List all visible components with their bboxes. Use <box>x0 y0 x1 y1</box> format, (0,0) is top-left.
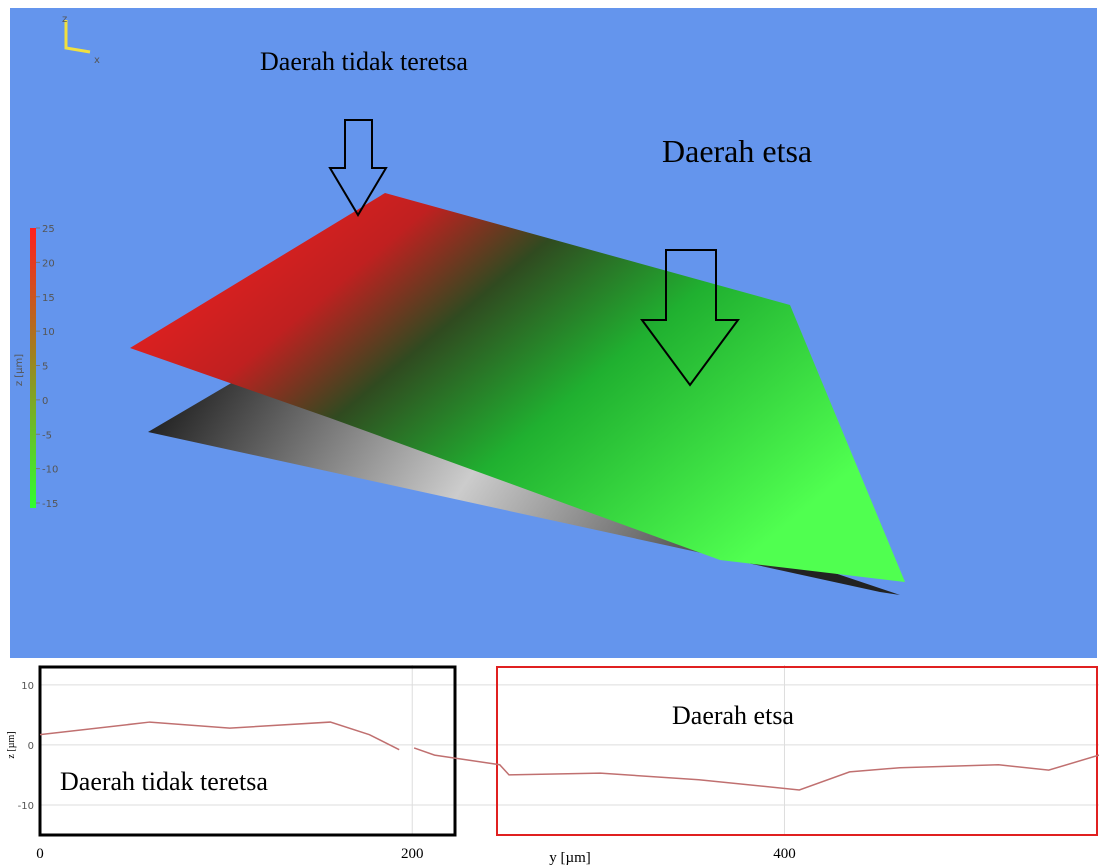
figure: Daerah tidak teretsa Daerah etsa z x z [… <box>0 0 1099 867</box>
colorbar-tick-label: -15 <box>42 499 58 510</box>
colorbar-tick-label: 10 <box>42 327 55 338</box>
colorbar-tick-label: 20 <box>42 258 55 269</box>
colorbar-tick-label: -10 <box>42 465 58 476</box>
colorbar-label: z [µm] <box>14 354 25 386</box>
axis-triad-label: z <box>62 14 67 25</box>
x-axis-label: y [µm] <box>549 850 591 866</box>
y-axis-label: z [µm] <box>6 731 17 758</box>
region-box <box>497 667 1097 835</box>
annotation: Daerah tidak teretsa <box>260 47 468 76</box>
annotation: Daerah tidak teretsa <box>60 767 268 796</box>
y-tick-label: 0 <box>28 741 34 752</box>
colorbar-tick-label: 5 <box>42 362 48 373</box>
region-box <box>40 667 455 835</box>
y-tick-label: -10 <box>18 801 34 812</box>
annotation: Daerah etsa <box>662 133 812 169</box>
colorbar-tick-label: 25 <box>42 224 55 235</box>
colorbar-tick-label: 15 <box>42 293 55 304</box>
colorbar <box>30 228 36 508</box>
colorbar-tick-label: -5 <box>42 430 52 441</box>
colorbar-tick-label: 0 <box>42 396 48 407</box>
x-tick-label: 200 <box>401 846 424 862</box>
y-tick-label: 10 <box>21 681 34 692</box>
annotation: Daerah etsa <box>672 701 794 730</box>
x-tick-label: 0 <box>36 846 44 862</box>
x-tick-label: 400 <box>773 846 796 862</box>
axis-triad-label: x <box>94 55 100 66</box>
